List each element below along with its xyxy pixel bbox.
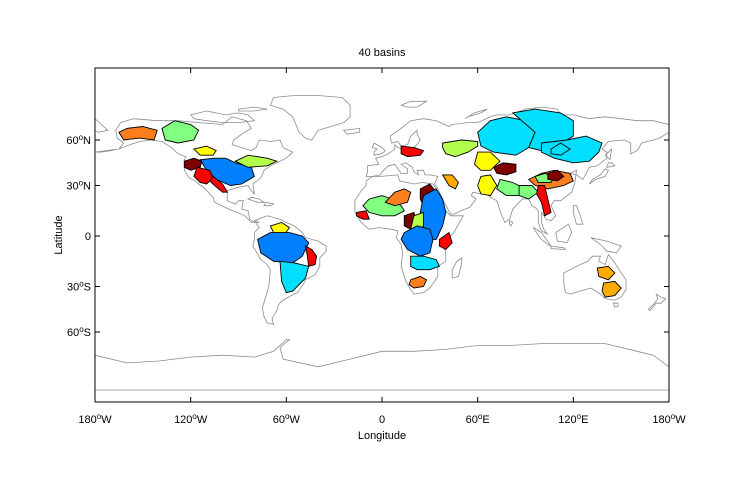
- y-axis-title: Latitude: [53, 215, 65, 254]
- x-tick-label: 180oW: [652, 412, 686, 426]
- basin-polygon: [384, 188, 412, 207]
- coastline: [451, 257, 463, 279]
- basin-polygon: [492, 162, 517, 176]
- basin-polygon: [304, 245, 318, 267]
- coastline: [606, 162, 616, 168]
- y-tick-label: 60oN: [66, 133, 91, 147]
- basin-polygon: [518, 185, 539, 200]
- basin-polygon: [442, 139, 479, 158]
- x-tick-label: 0: [379, 414, 385, 426]
- basin-polygon: [550, 142, 571, 156]
- coastline: [189, 110, 256, 123]
- basin-polygon: [473, 151, 501, 171]
- x-tick-label: 60oE: [466, 412, 490, 426]
- coastline: [590, 237, 622, 254]
- coastline: [464, 108, 488, 120]
- x-axis-title: Longitude: [358, 430, 406, 442]
- basin-polygon: [193, 166, 214, 185]
- x-tick-label: 180oW: [78, 412, 112, 426]
- coastline: [354, 174, 464, 295]
- coastline: [371, 142, 386, 156]
- y-axis: 60oN 30oN 0 30oS 60oS: [66, 133, 669, 339]
- coastline: [604, 148, 613, 161]
- basin-polygon: [601, 280, 622, 298]
- coastline: [94, 148, 118, 153]
- coastline: [509, 220, 514, 227]
- coastline: [115, 116, 294, 223]
- coastline: [365, 106, 670, 235]
- coastline: [612, 302, 619, 308]
- basin-polygon: [356, 210, 370, 220]
- map-background: [95, 68, 669, 402]
- basin-polygon: [438, 231, 453, 251]
- coastline: [238, 106, 268, 112]
- basin-polygon: [547, 169, 565, 182]
- y-tick-label: 30oN: [66, 179, 91, 193]
- basin-polygon: [362, 195, 405, 217]
- basin-polygon: [400, 145, 425, 158]
- basin-layer: [118, 108, 622, 298]
- coastline: [572, 205, 584, 225]
- basin-polygon: [279, 260, 310, 294]
- coastline: [247, 196, 266, 203]
- coastline: [399, 100, 429, 108]
- x-tick-label: 120oE: [558, 412, 588, 426]
- coastline: [269, 95, 351, 141]
- basin-polygon: [257, 232, 310, 264]
- map-title: 40 basins: [358, 47, 406, 59]
- coastline-layer: [94, 95, 670, 391]
- coastline: [647, 293, 667, 312]
- coastline: [555, 223, 573, 244]
- basin-polygon: [596, 265, 616, 281]
- basin-polygon: [161, 120, 200, 144]
- coastline: [550, 245, 567, 250]
- basin-polygon: [118, 126, 158, 141]
- coastline: [342, 127, 361, 135]
- y-tick-label: 0: [85, 231, 91, 243]
- coastline: [532, 226, 552, 247]
- basin-polygon: [410, 255, 441, 271]
- coastline: [263, 201, 275, 207]
- basin-polygon: [209, 175, 229, 193]
- x-tick-label: 60oW: [273, 412, 301, 426]
- basin-polygon: [540, 135, 603, 164]
- x-axis: 180oW 120oW 60oW 0 60oE 120oE 180oW: [78, 68, 686, 426]
- y-tick-label: 60oS: [67, 325, 91, 339]
- x-tick-label: 120oW: [174, 412, 208, 426]
- coastline: [252, 215, 327, 325]
- basin-polygon: [192, 145, 217, 156]
- basin-polygon: [234, 154, 279, 168]
- basin-polygon: [400, 225, 434, 257]
- basin-polygon: [477, 174, 498, 197]
- coastline: [94, 339, 670, 391]
- y-tick-label: 30oS: [67, 280, 91, 294]
- coastline: [588, 168, 609, 185]
- basin-polygon: [408, 275, 428, 289]
- map-plot-area: [94, 67, 670, 403]
- basin-polygon: [536, 185, 552, 217]
- basin-polygon: [441, 174, 460, 190]
- coastline: [563, 253, 627, 301]
